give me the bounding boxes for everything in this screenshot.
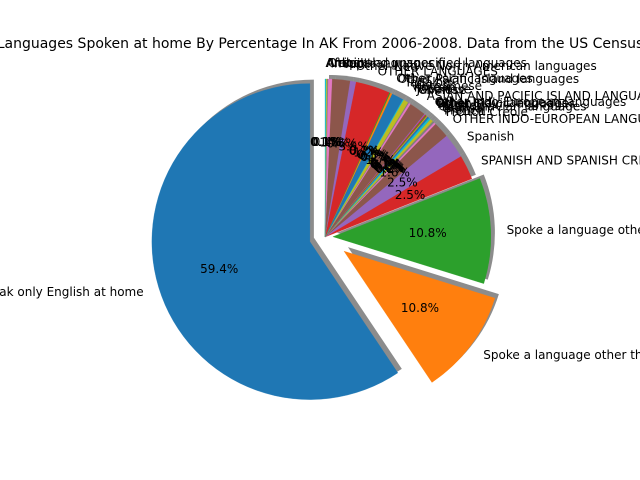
slice-label: Scandinavian languages [440, 100, 586, 114]
slice-label: OTHER LANGUAGES [378, 64, 498, 78]
slice-label: Korean [414, 81, 456, 95]
pie-slice [324, 78, 327, 238]
slice-label: Chinese [418, 83, 466, 97]
slice-percent: 0.1% [311, 135, 342, 149]
slice-label: ASIAN AND PACIFIC ISLAND LANGUAGES [427, 89, 640, 103]
slice-percent: 59.4% [200, 262, 238, 276]
slice-labels: Speak only English at home Spoke a langua… [0, 56, 640, 362]
slice-percent: 0.5% [358, 149, 389, 163]
chart-title: Languages Spoken at home By Percentage I… [0, 36, 640, 52]
slice-percent: 0.1% [310, 135, 341, 149]
slice-percent: 0.1% [357, 148, 388, 162]
slice-label: Speak only English at home [0, 285, 144, 299]
slice-percent: 10.8% [409, 226, 447, 240]
slice-label: Japanese [416, 82, 472, 96]
slice-label: Arabic [326, 56, 364, 70]
slice-percent: 0.2% [373, 159, 404, 173]
slice-label: Spoke a language other than English at h… [507, 223, 640, 237]
slice-percent: 0.1% [370, 157, 401, 171]
slice-label: Yupik [342, 57, 375, 71]
slice-label: Russian [438, 98, 484, 112]
slice-percent-labels: 59.4%10.8%10.8%2.5%2.5%1.6%0.2%0.2%0.3%0… [200, 135, 447, 315]
slice-percent: 2.5% [395, 188, 426, 202]
slice-percent: 10.8% [401, 301, 439, 315]
slice-percent: 1.2% [353, 146, 384, 160]
slice-label: French [444, 103, 484, 117]
slice-label: Other Indic languages [435, 96, 568, 110]
slice-percent: 0.4% [313, 135, 344, 149]
slice-percent: 0.1% [370, 156, 401, 170]
slice-label: Polish [437, 97, 472, 111]
slice-label: Other Native North American languages [356, 59, 597, 73]
slice-percent: 1.8% [319, 136, 350, 150]
slice-percent: 0.2% [372, 158, 403, 172]
slice-label: Other Indo-European languages [435, 95, 627, 109]
slice-percent: 0.2% [360, 150, 391, 164]
slice-label: French Creole [446, 105, 528, 119]
slice-label: Spoke a language other than English at h… [483, 348, 640, 362]
slice-percent: 0.2% [375, 161, 406, 175]
slice-percent: 2.5% [387, 175, 418, 189]
slice-label: Other Slavic languages [436, 97, 575, 111]
slice-label: African languages [327, 56, 435, 70]
slice-label: German [442, 102, 490, 116]
slice-percent: 0.3% [374, 160, 405, 174]
slice-percent: 0.1% [349, 144, 380, 158]
slice-percent: 0.1% [360, 149, 391, 163]
slice-percent: 3.5% [338, 140, 369, 154]
slice-label: Vietnamese [411, 79, 482, 93]
slice-label: Spanish [467, 130, 514, 144]
slice-percent: 0.6% [327, 137, 358, 151]
slice-percent: 0.1% [370, 157, 401, 171]
pie-slice [343, 250, 496, 383]
slice-percent: 0.1% [371, 158, 402, 172]
pie-slice [151, 83, 399, 400]
slice-percent: 1.6% [379, 166, 410, 180]
slice-label: OTHER INDO-EUROPEAN LANGUAGES [453, 112, 640, 126]
slice-percent: 0.2% [376, 162, 407, 176]
slice-percent: 0.1% [311, 135, 342, 149]
slice-label: Tagalog [404, 76, 451, 90]
slice-percent: 0.2% [349, 144, 380, 158]
pie-slices [151, 78, 496, 400]
slice-label: SPANISH AND SPANISH CREOLE [481, 153, 640, 167]
slice-label: Other Pacific Island languages [398, 72, 579, 86]
pie-slice [332, 178, 492, 284]
slice-label: Other Asian languages [396, 71, 533, 85]
slice-label: Other and unspecified languages [328, 56, 527, 70]
slice-percent: 1.7% [365, 153, 396, 167]
slice-label: Inupik [331, 56, 368, 70]
